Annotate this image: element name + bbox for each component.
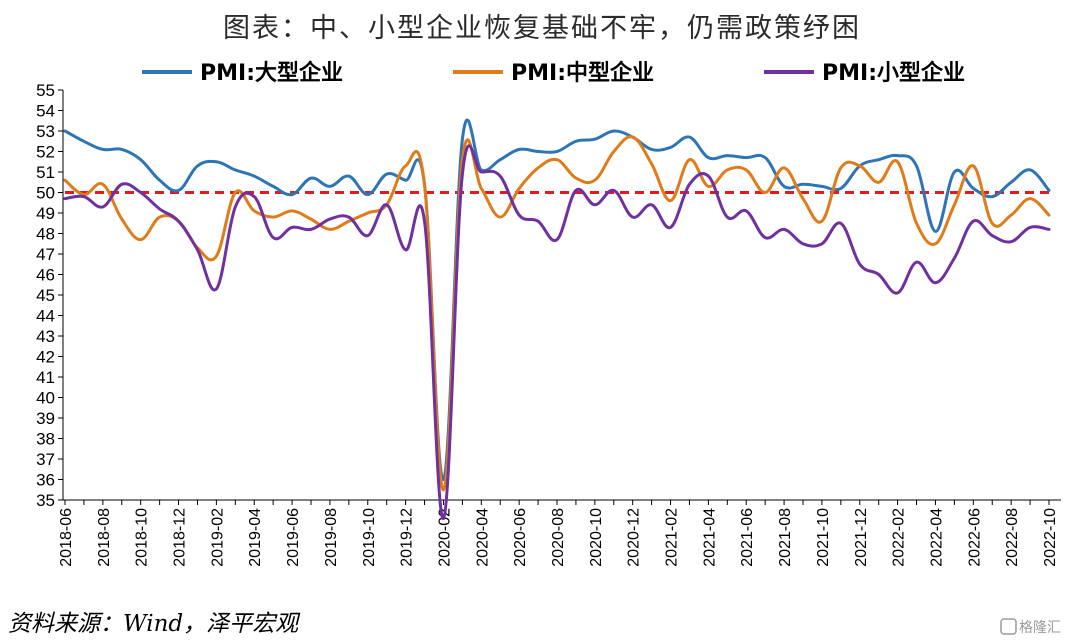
x-tick-label: 2018-06 — [58, 508, 75, 567]
x-tick-label: 2019-02 — [209, 508, 226, 567]
x-tick-label: 2022-08 — [1004, 508, 1021, 567]
x-tick-label: 2020-12 — [626, 508, 643, 567]
x-tick-label: 2022-02 — [891, 508, 908, 567]
legend-item-large: PMI:大型企业 — [142, 60, 343, 86]
x-tick-label: 2019-04 — [247, 508, 264, 567]
x-tick-label: 2022-06 — [966, 508, 983, 567]
x-tick-label: 2022-04 — [928, 508, 945, 567]
series-line-medium — [63, 135, 1051, 492]
chart-title: 图表：中、小型企业恢复基础不牢，仍需政策纾困 — [223, 13, 861, 44]
y-tick-label: 38 — [36, 430, 55, 449]
y-tick-label: 42 — [36, 348, 55, 367]
y-tick-label: 48 — [36, 225, 55, 244]
x-tick-label: 2021-10 — [815, 508, 832, 567]
x-tick-label: 2020-02 — [436, 508, 453, 567]
x-tick-label: 2021-02 — [664, 508, 681, 567]
x-tick-label: 2020-04 — [474, 508, 491, 567]
y-tick-label: 51 — [36, 163, 55, 182]
x-tick-label: 2019-12 — [399, 508, 416, 567]
x-tick-label: 2020-06 — [512, 508, 529, 567]
x-tick-label: 2021-04 — [701, 508, 718, 567]
x-tick-label: 2018-10 — [134, 508, 151, 567]
y-tick-label: 50 — [36, 184, 55, 203]
series-line-small — [63, 144, 1051, 520]
watermark-icon — [1000, 618, 1017, 635]
legend-label-small: PMI:小型企业 — [822, 60, 965, 86]
x-tick-label: 2021-06 — [739, 508, 756, 567]
x-tick-label: 2019-08 — [323, 508, 340, 567]
y-tick-label: 37 — [36, 450, 55, 469]
x-tick-label: 2021-12 — [853, 508, 870, 567]
y-tick-label: 36 — [36, 471, 55, 490]
y-tick-label: 45 — [36, 286, 55, 305]
y-tick-label: 44 — [36, 307, 55, 326]
series-line-large — [63, 118, 1051, 482]
legend-item-small: PMI:小型企业 — [764, 60, 965, 86]
x-tick-label: 2018-08 — [96, 508, 113, 567]
y-tick-label: 46 — [36, 266, 55, 285]
y-tick-label: 49 — [36, 204, 55, 223]
y-tick-label: 52 — [36, 143, 55, 162]
y-tick-label: 55 — [36, 81, 55, 100]
legend-label-medium: PMI:中型企业 — [511, 60, 654, 86]
y-tick-label: 35 — [36, 491, 55, 510]
x-tick-label: 2022-10 — [1042, 508, 1059, 567]
legend-label-large: PMI:大型企业 — [200, 60, 343, 86]
watermark: 格隆汇 — [1000, 618, 1061, 636]
y-tick-label: 47 — [36, 245, 55, 264]
y-tick-label: 41 — [36, 368, 55, 387]
x-tick-label: 2020-08 — [550, 508, 567, 567]
y-tick-label: 43 — [36, 327, 55, 346]
x-tick-label: 2021-08 — [777, 508, 794, 567]
x-tick-label: 2020-10 — [588, 508, 605, 567]
legend: PMI:大型企业 PMI:中型企业 PMI:小型企业 — [142, 60, 965, 86]
series-lines — [63, 118, 1051, 520]
y-tick-label: 53 — [36, 122, 55, 141]
x-tick-label: 2018-12 — [172, 508, 189, 567]
watermark-text: 格隆汇 — [1019, 620, 1061, 636]
source-note: 资料来源：Wind，泽平宏观 — [8, 611, 301, 637]
x-tick-label: 2019-10 — [361, 508, 378, 567]
y-tick-label: 40 — [36, 389, 55, 408]
x-tick-label: 2019-06 — [285, 508, 302, 567]
y-tick-label: 39 — [36, 409, 55, 428]
y-tick-label: 54 — [36, 102, 55, 121]
legend-item-medium: PMI:中型企业 — [453, 60, 654, 86]
